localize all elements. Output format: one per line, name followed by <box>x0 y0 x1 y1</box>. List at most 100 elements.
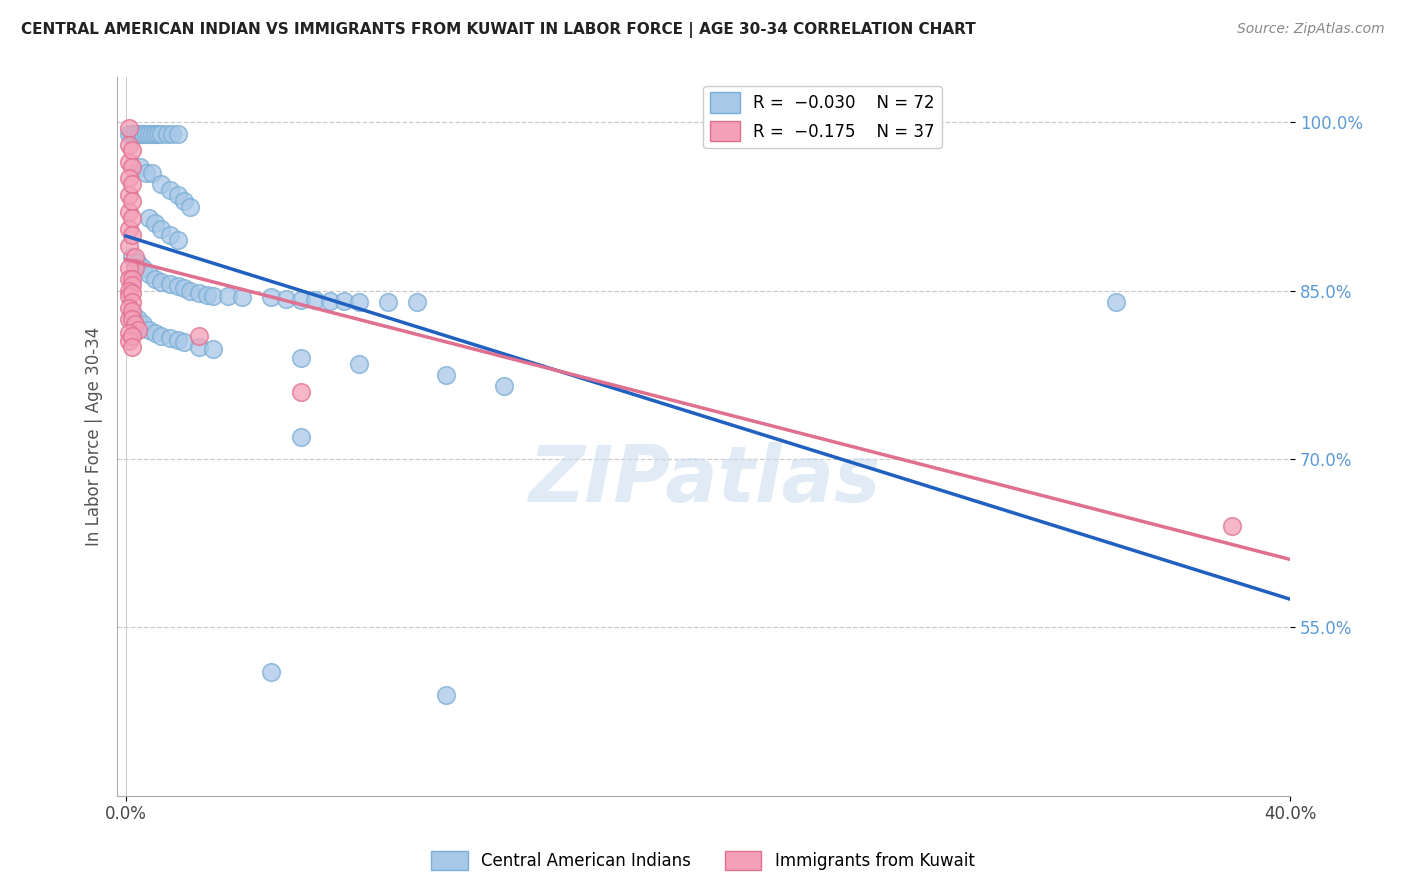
Point <box>202 342 225 356</box>
Point <box>149 127 172 141</box>
Point <box>121 250 143 264</box>
Point <box>187 285 209 300</box>
Point <box>118 222 141 236</box>
Point <box>121 194 143 208</box>
Point <box>129 127 152 141</box>
Point <box>333 293 356 308</box>
Point <box>231 290 253 304</box>
Point <box>217 289 239 303</box>
Point <box>159 183 181 197</box>
Legend: Central American Indians, Immigrants from Kuwait: Central American Indians, Immigrants fro… <box>425 844 981 877</box>
Point <box>138 323 160 337</box>
Text: ZIPatlas: ZIPatlas <box>527 442 880 517</box>
Point <box>118 137 141 152</box>
Point <box>347 357 370 371</box>
Point <box>143 326 166 341</box>
Point <box>141 166 163 180</box>
Point <box>121 127 143 141</box>
Point <box>124 250 146 264</box>
Point <box>138 267 160 281</box>
Point <box>118 272 141 286</box>
Point <box>127 323 149 337</box>
Point <box>167 279 190 293</box>
Point <box>149 328 172 343</box>
Point <box>167 233 190 247</box>
Y-axis label: In Labor Force | Age 30-34: In Labor Force | Age 30-34 <box>86 327 103 546</box>
Point <box>187 340 209 354</box>
Point <box>121 304 143 318</box>
Point <box>121 160 143 174</box>
Point <box>118 171 141 186</box>
Point <box>118 311 141 326</box>
Text: CENTRAL AMERICAN INDIAN VS IMMIGRANTS FROM KUWAIT IN LABOR FORCE | AGE 30-34 COR: CENTRAL AMERICAN INDIAN VS IMMIGRANTS FR… <box>21 22 976 38</box>
Point <box>1104 294 1126 309</box>
Point <box>167 188 190 202</box>
Point <box>159 277 181 291</box>
Point <box>167 127 190 141</box>
Point <box>149 222 172 236</box>
Point <box>290 293 312 307</box>
Point <box>127 311 149 326</box>
Point <box>118 205 141 219</box>
Point <box>132 318 155 332</box>
Point <box>304 293 326 307</box>
Point <box>118 334 141 349</box>
Point <box>156 127 179 141</box>
Point <box>159 227 181 242</box>
Point <box>118 326 141 341</box>
Point <box>290 384 312 399</box>
Point <box>118 261 141 276</box>
Point <box>494 379 516 393</box>
Point <box>162 127 184 141</box>
Point <box>179 200 201 214</box>
Point <box>173 194 195 208</box>
Point <box>290 429 312 443</box>
Point <box>173 335 195 350</box>
Point <box>138 127 160 141</box>
Point <box>129 160 152 174</box>
Point <box>143 216 166 230</box>
Point <box>138 211 160 225</box>
Point <box>187 328 209 343</box>
Point <box>121 177 143 191</box>
Point <box>347 294 370 309</box>
Point <box>159 331 181 345</box>
Point <box>121 211 143 225</box>
Point <box>121 340 143 354</box>
Point <box>260 290 283 304</box>
Point <box>146 127 169 141</box>
Point <box>290 351 312 365</box>
Point <box>179 284 201 298</box>
Point <box>118 284 141 298</box>
Point <box>118 127 141 141</box>
Point <box>202 289 225 303</box>
Point <box>318 293 340 308</box>
Point <box>118 301 141 315</box>
Point <box>132 127 155 141</box>
Point <box>127 127 149 141</box>
Point <box>118 120 141 135</box>
Point <box>127 255 149 269</box>
Point <box>124 127 146 141</box>
Point <box>434 368 457 382</box>
Point <box>135 166 157 180</box>
Point <box>121 278 143 293</box>
Point <box>143 272 166 286</box>
Point <box>149 275 172 289</box>
Point <box>135 127 157 141</box>
Point <box>197 288 219 302</box>
Text: Source: ZipAtlas.com: Source: ZipAtlas.com <box>1237 22 1385 37</box>
Point <box>118 154 141 169</box>
Point <box>406 294 429 309</box>
Point <box>274 292 297 306</box>
Point <box>141 127 163 141</box>
Point <box>1220 519 1243 533</box>
Point <box>121 306 143 320</box>
Point <box>132 261 155 276</box>
Point <box>377 294 399 309</box>
Point <box>143 127 166 141</box>
Point <box>121 328 143 343</box>
Point <box>121 272 143 286</box>
Point <box>121 285 143 300</box>
Point <box>434 688 457 702</box>
